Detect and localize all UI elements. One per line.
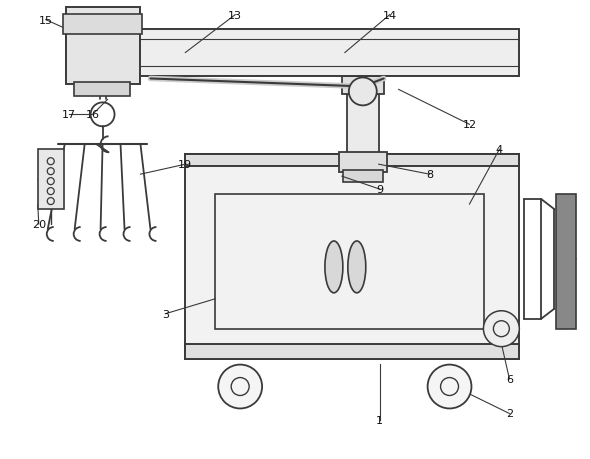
Bar xyxy=(343,171,383,183)
Text: 17: 17 xyxy=(61,110,76,120)
Bar xyxy=(185,155,519,359)
Text: 14: 14 xyxy=(383,11,397,21)
Text: 12: 12 xyxy=(463,120,477,130)
Bar xyxy=(556,195,576,329)
Text: 6: 6 xyxy=(506,374,513,384)
Text: 2: 2 xyxy=(506,409,513,419)
Circle shape xyxy=(218,365,262,409)
Circle shape xyxy=(428,365,471,409)
Text: 3: 3 xyxy=(162,309,169,319)
Text: 19: 19 xyxy=(178,160,192,170)
Text: 16: 16 xyxy=(86,110,100,120)
Text: 20: 20 xyxy=(32,219,46,230)
Text: 4: 4 xyxy=(496,145,503,155)
Bar xyxy=(63,15,142,34)
Text: 7: 7 xyxy=(560,259,568,269)
Ellipse shape xyxy=(325,241,343,293)
Text: 18: 18 xyxy=(39,165,53,175)
Ellipse shape xyxy=(348,241,366,293)
Bar xyxy=(65,8,140,85)
Text: 15: 15 xyxy=(39,16,53,26)
Bar xyxy=(185,155,519,167)
Text: 13: 13 xyxy=(228,11,242,21)
Text: 1: 1 xyxy=(376,415,384,425)
Bar xyxy=(215,195,484,329)
Bar xyxy=(185,344,519,359)
Bar xyxy=(74,83,130,97)
Bar xyxy=(38,150,64,210)
Text: 8: 8 xyxy=(426,170,433,180)
Bar xyxy=(65,29,519,77)
Text: 9: 9 xyxy=(376,185,384,195)
Circle shape xyxy=(349,78,377,106)
Bar xyxy=(339,153,386,173)
Bar xyxy=(342,77,384,95)
Circle shape xyxy=(483,311,519,347)
Bar xyxy=(347,95,379,155)
